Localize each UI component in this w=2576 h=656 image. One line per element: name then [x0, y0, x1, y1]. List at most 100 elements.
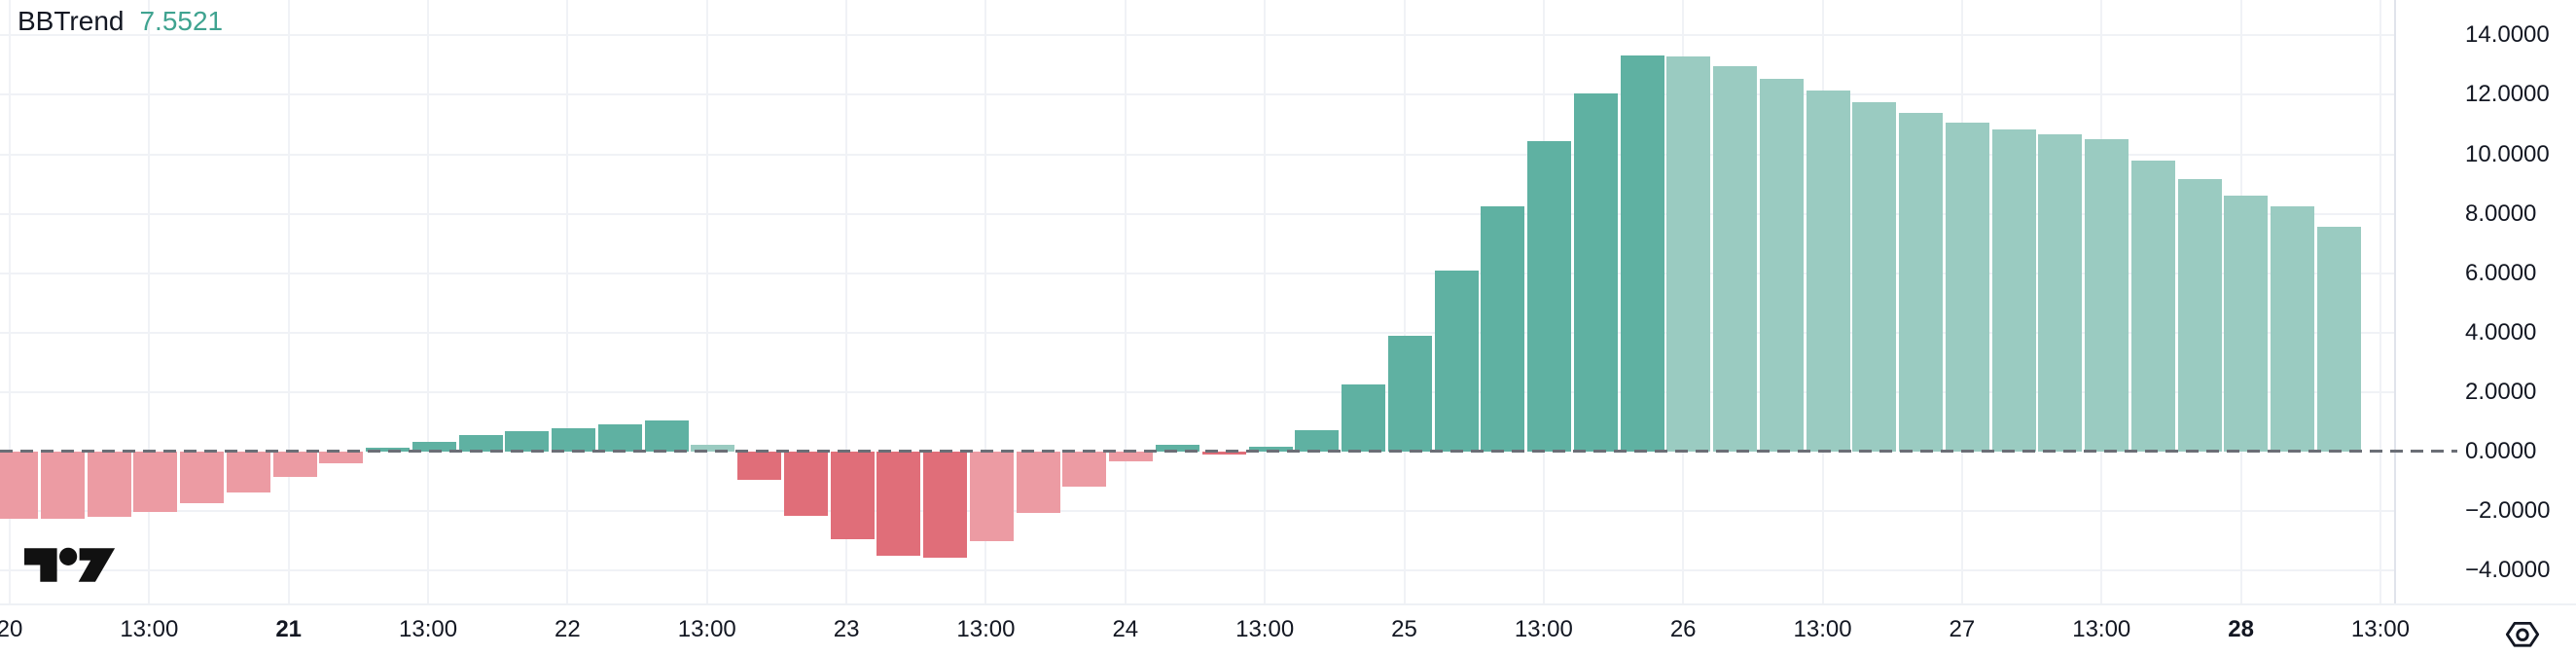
zero-line: [0, 450, 2457, 453]
h-gridline: [0, 510, 2394, 513]
v-gridline: [984, 0, 987, 603]
histogram-bar: [1109, 452, 1154, 461]
price-tick-label: 10.0000: [2465, 140, 2550, 167]
time-axis-separator: [0, 603, 2576, 605]
h-gridline: [0, 331, 2394, 334]
time-tick-label: 13:00: [120, 616, 179, 642]
histogram-bar: [180, 452, 225, 504]
histogram-bar: [1434, 270, 1479, 452]
histogram-bar: [1759, 78, 1804, 452]
histogram-bar: [969, 452, 1014, 541]
histogram-bar: [2177, 179, 2222, 452]
histogram-bar: [552, 427, 596, 452]
tradingview-logo[interactable]: [24, 547, 118, 583]
v-gridline: [1264, 0, 1267, 603]
time-tick-label: 24: [1112, 616, 1139, 642]
time-tick-label: 13:00: [1514, 616, 1573, 642]
histogram-bar: [1295, 430, 1340, 452]
histogram-bar: [1248, 447, 1293, 452]
h-gridline: [0, 390, 2394, 393]
histogram-bar: [1666, 56, 1711, 452]
price-tick-label: 0.0000: [2465, 438, 2537, 464]
histogram-bar: [133, 452, 178, 512]
histogram-bar: [1852, 102, 1897, 452]
h-gridline: [0, 212, 2394, 215]
v-gridline: [1124, 0, 1127, 603]
time-tick-label: 27: [1949, 616, 1976, 642]
indicator-value: 7.5521: [139, 6, 224, 36]
histogram-bar: [2271, 205, 2315, 452]
h-gridline: [0, 272, 2394, 274]
histogram-bar: [458, 434, 503, 452]
histogram-bar: [1713, 66, 1758, 452]
indicator-legend: BBTrend 7.5521: [18, 6, 223, 37]
histogram-bar: [1945, 123, 1989, 452]
h-gridline: [0, 34, 2394, 37]
histogram-bar: [1481, 205, 1525, 452]
time-tick-label: 20: [0, 616, 23, 642]
time-tick-label: 13:00: [2072, 616, 2131, 642]
histogram-bar: [1991, 129, 2036, 452]
histogram-bar: [411, 441, 456, 452]
histogram-bar: [226, 452, 270, 493]
time-tick-label: 13:00: [399, 616, 458, 642]
price-tick-label: 8.0000: [2465, 200, 2537, 227]
v-gridline: [2379, 0, 2381, 603]
chart-plot-area[interactable]: [0, 0, 2394, 603]
histogram-bar: [737, 452, 782, 481]
histogram-bar: [597, 423, 642, 452]
tradingview-logo-icon: [24, 547, 116, 582]
histogram-bar: [1342, 384, 1386, 452]
v-gridline: [287, 0, 290, 603]
time-tick-label: 23: [833, 616, 860, 642]
histogram-bar: [830, 452, 875, 540]
h-gridline: [0, 153, 2394, 156]
v-gridline: [9, 0, 11, 603]
time-tick-label: 13:00: [1235, 616, 1295, 642]
histogram-bar: [1899, 112, 1944, 452]
histogram-bar: [319, 452, 364, 463]
histogram-bar: [87, 452, 131, 518]
histogram-bar: [2038, 133, 2083, 452]
histogram-bar: [923, 452, 968, 559]
h-gridline: [0, 569, 2394, 572]
time-tick-label: 13:00: [1793, 616, 1852, 642]
histogram-bar: [691, 445, 735, 452]
histogram-bar: [1201, 452, 1246, 456]
histogram-bar: [1387, 335, 1432, 452]
histogram-bar: [272, 452, 317, 477]
histogram-bar: [1620, 55, 1664, 452]
time-tick-label: 26: [1669, 616, 1697, 642]
h-gridline: [0, 93, 2394, 96]
time-tick-label: 21: [275, 616, 303, 642]
histogram-bar: [40, 452, 85, 520]
time-tick-label: 13:00: [677, 616, 736, 642]
histogram-bar: [2085, 138, 2129, 452]
histogram-bar: [1016, 452, 1060, 513]
indicator-title[interactable]: BBTrend: [18, 6, 125, 36]
time-tick-label: 25: [1391, 616, 1417, 642]
histogram-bar: [0, 452, 38, 520]
histogram-bar: [1156, 445, 1199, 452]
price-axis-separator: [2394, 0, 2396, 608]
price-tick-label: 4.0000: [2465, 318, 2537, 346]
histogram-bar: [505, 431, 550, 452]
histogram-bar: [644, 419, 689, 452]
time-tick-label: 22: [555, 616, 581, 642]
price-tick-label: 14.0000: [2465, 21, 2550, 49]
price-tick-label: 6.0000: [2465, 259, 2537, 286]
histogram-bar: [2224, 196, 2269, 452]
time-axis-settings-button[interactable]: [2502, 620, 2543, 649]
histogram-bar: [783, 452, 828, 516]
gear-icon: [2505, 621, 2540, 647]
price-axis[interactable]: 14.0000 12.0000 10.0000 8.0000 6.0000 4.0000 2…: [2394, 0, 2576, 608]
v-gridline: [705, 0, 708, 603]
histogram-bar: [877, 452, 921, 556]
v-gridline: [566, 0, 569, 603]
v-gridline: [1403, 0, 1406, 603]
v-gridline: [148, 0, 151, 603]
time-axis[interactable]: 20 13:00 21 13:00 22 13:00 23 13:00 24 13:00 25 13:…: [0, 603, 2576, 656]
v-gridline: [845, 0, 848, 603]
time-tick-label: 13:00: [2350, 616, 2410, 642]
